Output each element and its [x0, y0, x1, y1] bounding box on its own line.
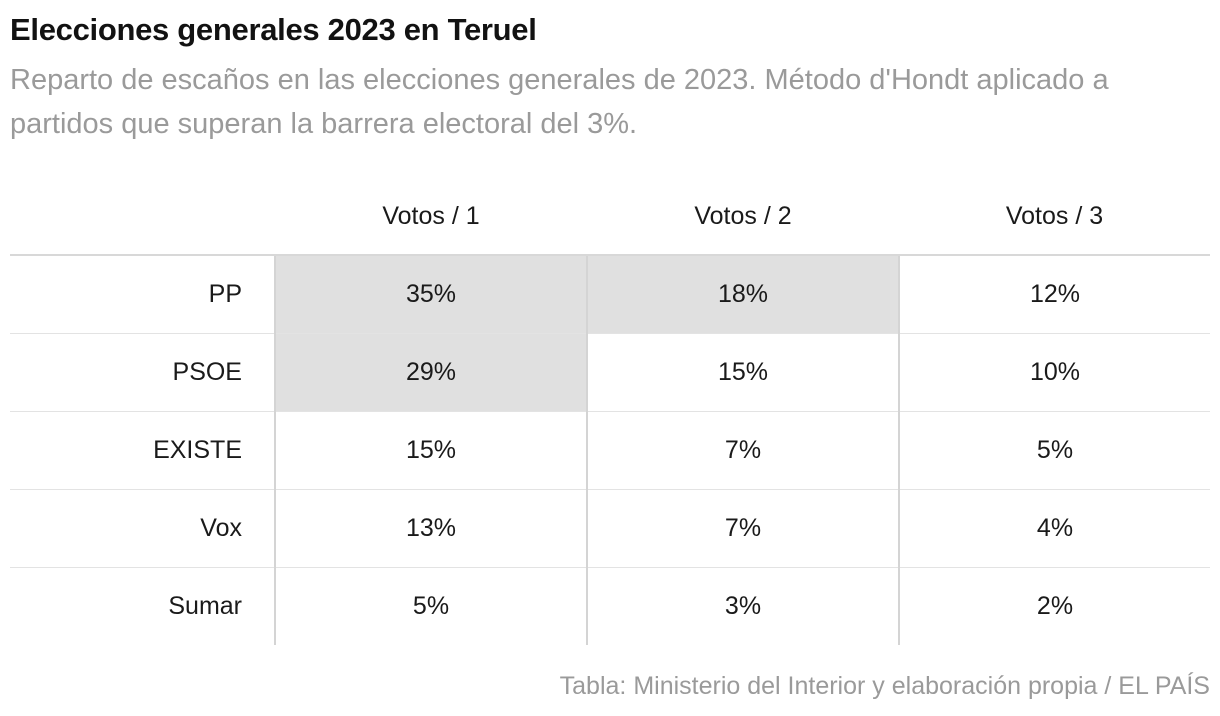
quotient-cell: 15%	[586, 333, 899, 412]
quotient-cell: 35%	[274, 255, 587, 334]
quotient-cell: 7%	[586, 411, 899, 490]
table-row: Sumar 5% 3% 2%	[10, 567, 1210, 645]
table-row: PP 35% 18% 12%	[10, 255, 1210, 334]
table-row: EXISTE 15% 7% 5%	[10, 411, 1210, 490]
dhondt-table: Votos / 1 Votos / 2 Votos / 3 PP 35% 18%…	[10, 178, 1210, 645]
table-row: PSOE 29% 15% 10%	[10, 333, 1210, 412]
party-label: PP	[10, 255, 275, 334]
quotient-cell: 5%	[274, 567, 587, 645]
quotient-cell: 15%	[274, 411, 587, 490]
quotient-cell: 5%	[898, 411, 1210, 490]
header-row: Votos / 1 Votos / 2 Votos / 3	[10, 178, 1210, 256]
quotient-cell: 3%	[586, 567, 899, 645]
quotient-cell: 7%	[586, 489, 899, 568]
header-party-blank	[10, 178, 275, 256]
table-row: Vox 13% 7% 4%	[10, 489, 1210, 568]
quotient-cell: 12%	[898, 255, 1210, 334]
chart-title: Elecciones generales 2023 en Teruel	[10, 12, 537, 47]
quotient-cell: 10%	[898, 333, 1210, 412]
party-label: PSOE	[10, 333, 275, 412]
quotient-cell: 2%	[898, 567, 1210, 645]
party-label: EXISTE	[10, 411, 275, 490]
column-header: Votos / 1	[275, 178, 587, 256]
chart-subtitle: Reparto de escaños en las elecciones gen…	[10, 64, 1109, 140]
quotient-cell: 18%	[586, 255, 899, 334]
quotient-cell: 4%	[898, 489, 1210, 568]
quotient-cell: 29%	[274, 333, 587, 412]
column-header: Votos / 2	[587, 178, 899, 256]
quotient-cell: 13%	[274, 489, 587, 568]
source-note: Tabla: Ministerio del Interior y elabora…	[559, 672, 1210, 700]
party-label: Vox	[10, 489, 275, 568]
party-label: Sumar	[168, 592, 242, 620]
column-header: Votos / 3	[899, 178, 1210, 256]
dhondt-table-container: Votos / 1 Votos / 2 Votos / 3 PP 35% 18%…	[10, 178, 1210, 645]
